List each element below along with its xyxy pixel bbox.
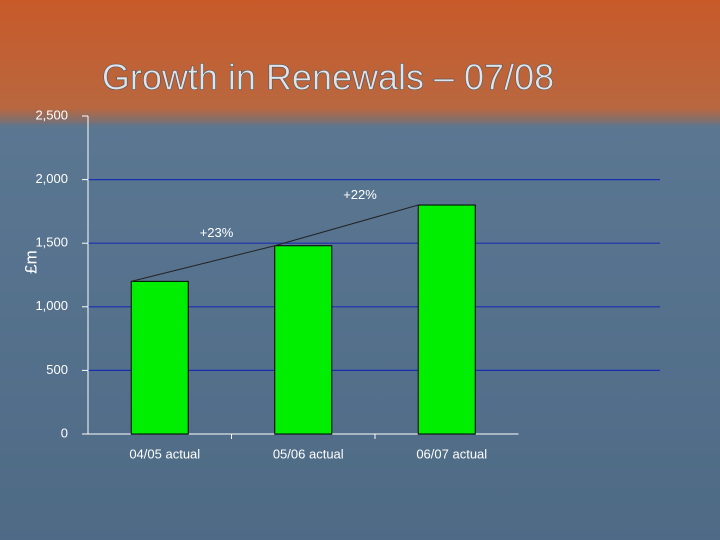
chart-title: Growth in Renewals – 07/08 <box>102 57 554 98</box>
y-tick-label: 1,500 <box>35 235 68 250</box>
y-tick-label: 0 <box>61 425 68 440</box>
x-tick-label: 04/05 actual <box>129 446 200 461</box>
bar <box>417 204 476 435</box>
trend-line <box>131 204 419 282</box>
y-tick-label: 500 <box>46 362 68 377</box>
annotation: +22% <box>343 187 377 202</box>
y-tick-label: 1,000 <box>35 298 68 313</box>
y-tick-label: 2,000 <box>35 171 68 186</box>
annotation: +23% <box>200 225 234 240</box>
y-axis-label: £m <box>21 250 40 274</box>
y-tick-label: 2,500 <box>35 107 68 122</box>
x-tick-label: 05/06 actual <box>273 446 344 461</box>
bar <box>274 245 333 435</box>
x-tick-label: 06/07 actual <box>416 446 487 461</box>
bar <box>130 280 189 435</box>
photo-overlay <box>0 124 720 540</box>
